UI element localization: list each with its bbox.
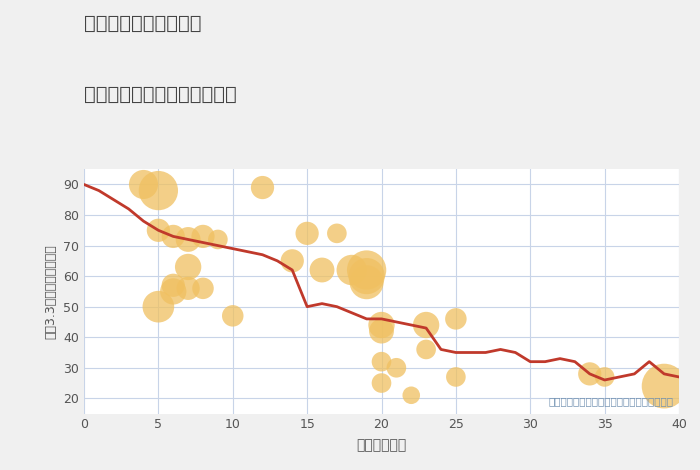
Point [450,315,461,322]
Point [138,181,149,188]
Text: 築年数別中古マンション価格: 築年数別中古マンション価格 [84,85,237,103]
Point [168,233,179,240]
Point [316,266,328,274]
Point [376,379,387,387]
Text: 岐阜県恵那市明智町の: 岐阜県恵那市明智町の [84,14,202,33]
Point [197,284,209,292]
Point [168,282,179,289]
Text: 円の大きさは、取引のあった物件面積を示す: 円の大きさは、取引のあった物件面積を示す [548,396,673,406]
Point [302,229,313,237]
Point [331,229,342,237]
Point [361,266,372,274]
Point [287,257,298,265]
Point [421,346,432,353]
Y-axis label: 坪（3.3㎡）単価（万円）: 坪（3.3㎡）単価（万円） [45,244,57,339]
Point [153,303,164,311]
Point [257,184,268,191]
Point [450,373,461,381]
Point [376,327,387,335]
Point [659,383,670,390]
Point [153,227,164,234]
X-axis label: 築年数（年）: 築年数（年） [356,439,407,453]
Point [197,233,209,240]
Point [599,373,610,381]
Point [212,236,223,243]
Point [391,364,402,371]
Point [406,392,417,399]
Point [361,278,372,286]
Point [584,370,595,378]
Point [361,272,372,280]
Point [346,266,357,274]
Point [153,187,164,195]
Point [421,321,432,329]
Point [183,263,194,271]
Point [183,236,194,243]
Point [183,284,194,292]
Point [376,321,387,329]
Point [227,312,238,320]
Point [376,358,387,366]
Point [168,288,179,295]
